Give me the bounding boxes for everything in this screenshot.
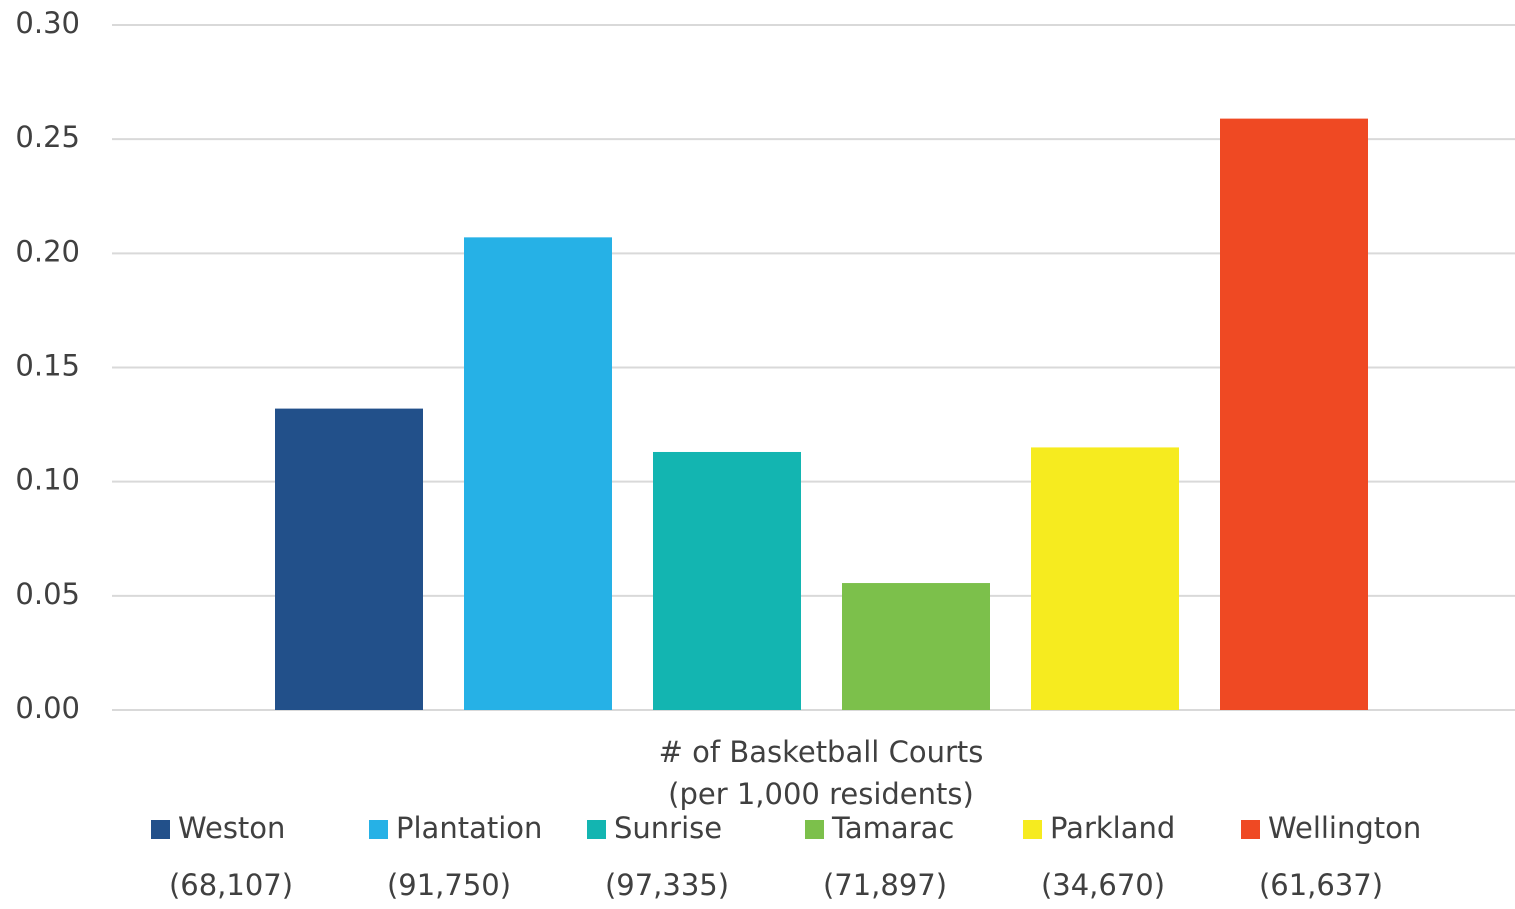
y-tick-label: 0.05 xyxy=(15,577,80,611)
population-label: (34,670) xyxy=(1041,868,1165,902)
legend-marker xyxy=(1023,820,1042,839)
legend-label: Tamarac xyxy=(831,811,954,845)
legend-label: Parkland xyxy=(1050,811,1175,845)
population-label: (61,637) xyxy=(1259,868,1383,902)
legend-label: Weston xyxy=(178,811,285,845)
population-label: (97,335) xyxy=(605,868,729,902)
bar xyxy=(1220,118,1368,710)
y-tick-label: 0.30 xyxy=(15,6,80,40)
population-label: (91,750) xyxy=(387,868,511,902)
legend-marker xyxy=(805,820,824,839)
population-label: (71,897) xyxy=(823,868,947,902)
y-tick-label: 0.25 xyxy=(15,120,80,154)
bar xyxy=(653,451,801,710)
legend-label: Plantation xyxy=(396,811,542,845)
legend-marker xyxy=(1241,820,1260,839)
legend-marker xyxy=(587,820,606,839)
legend-marker xyxy=(369,820,388,839)
population-label: (68,107) xyxy=(169,868,293,902)
y-tick-label: 0.10 xyxy=(15,463,80,497)
bar xyxy=(464,237,612,710)
bar xyxy=(1031,447,1179,710)
y-tick-label: 0.00 xyxy=(15,691,80,725)
y-tick-label: 0.15 xyxy=(15,349,80,383)
legend-label: Wellington xyxy=(1268,811,1421,845)
legend-label: Sunrise xyxy=(614,811,722,845)
legend-marker xyxy=(151,820,170,839)
bar xyxy=(842,583,990,710)
bar xyxy=(275,408,423,710)
x-axis-label: # of Basketball Courts xyxy=(659,735,984,769)
x-axis-label: (per 1,000 residents) xyxy=(668,777,974,811)
y-tick-label: 0.20 xyxy=(15,234,80,268)
